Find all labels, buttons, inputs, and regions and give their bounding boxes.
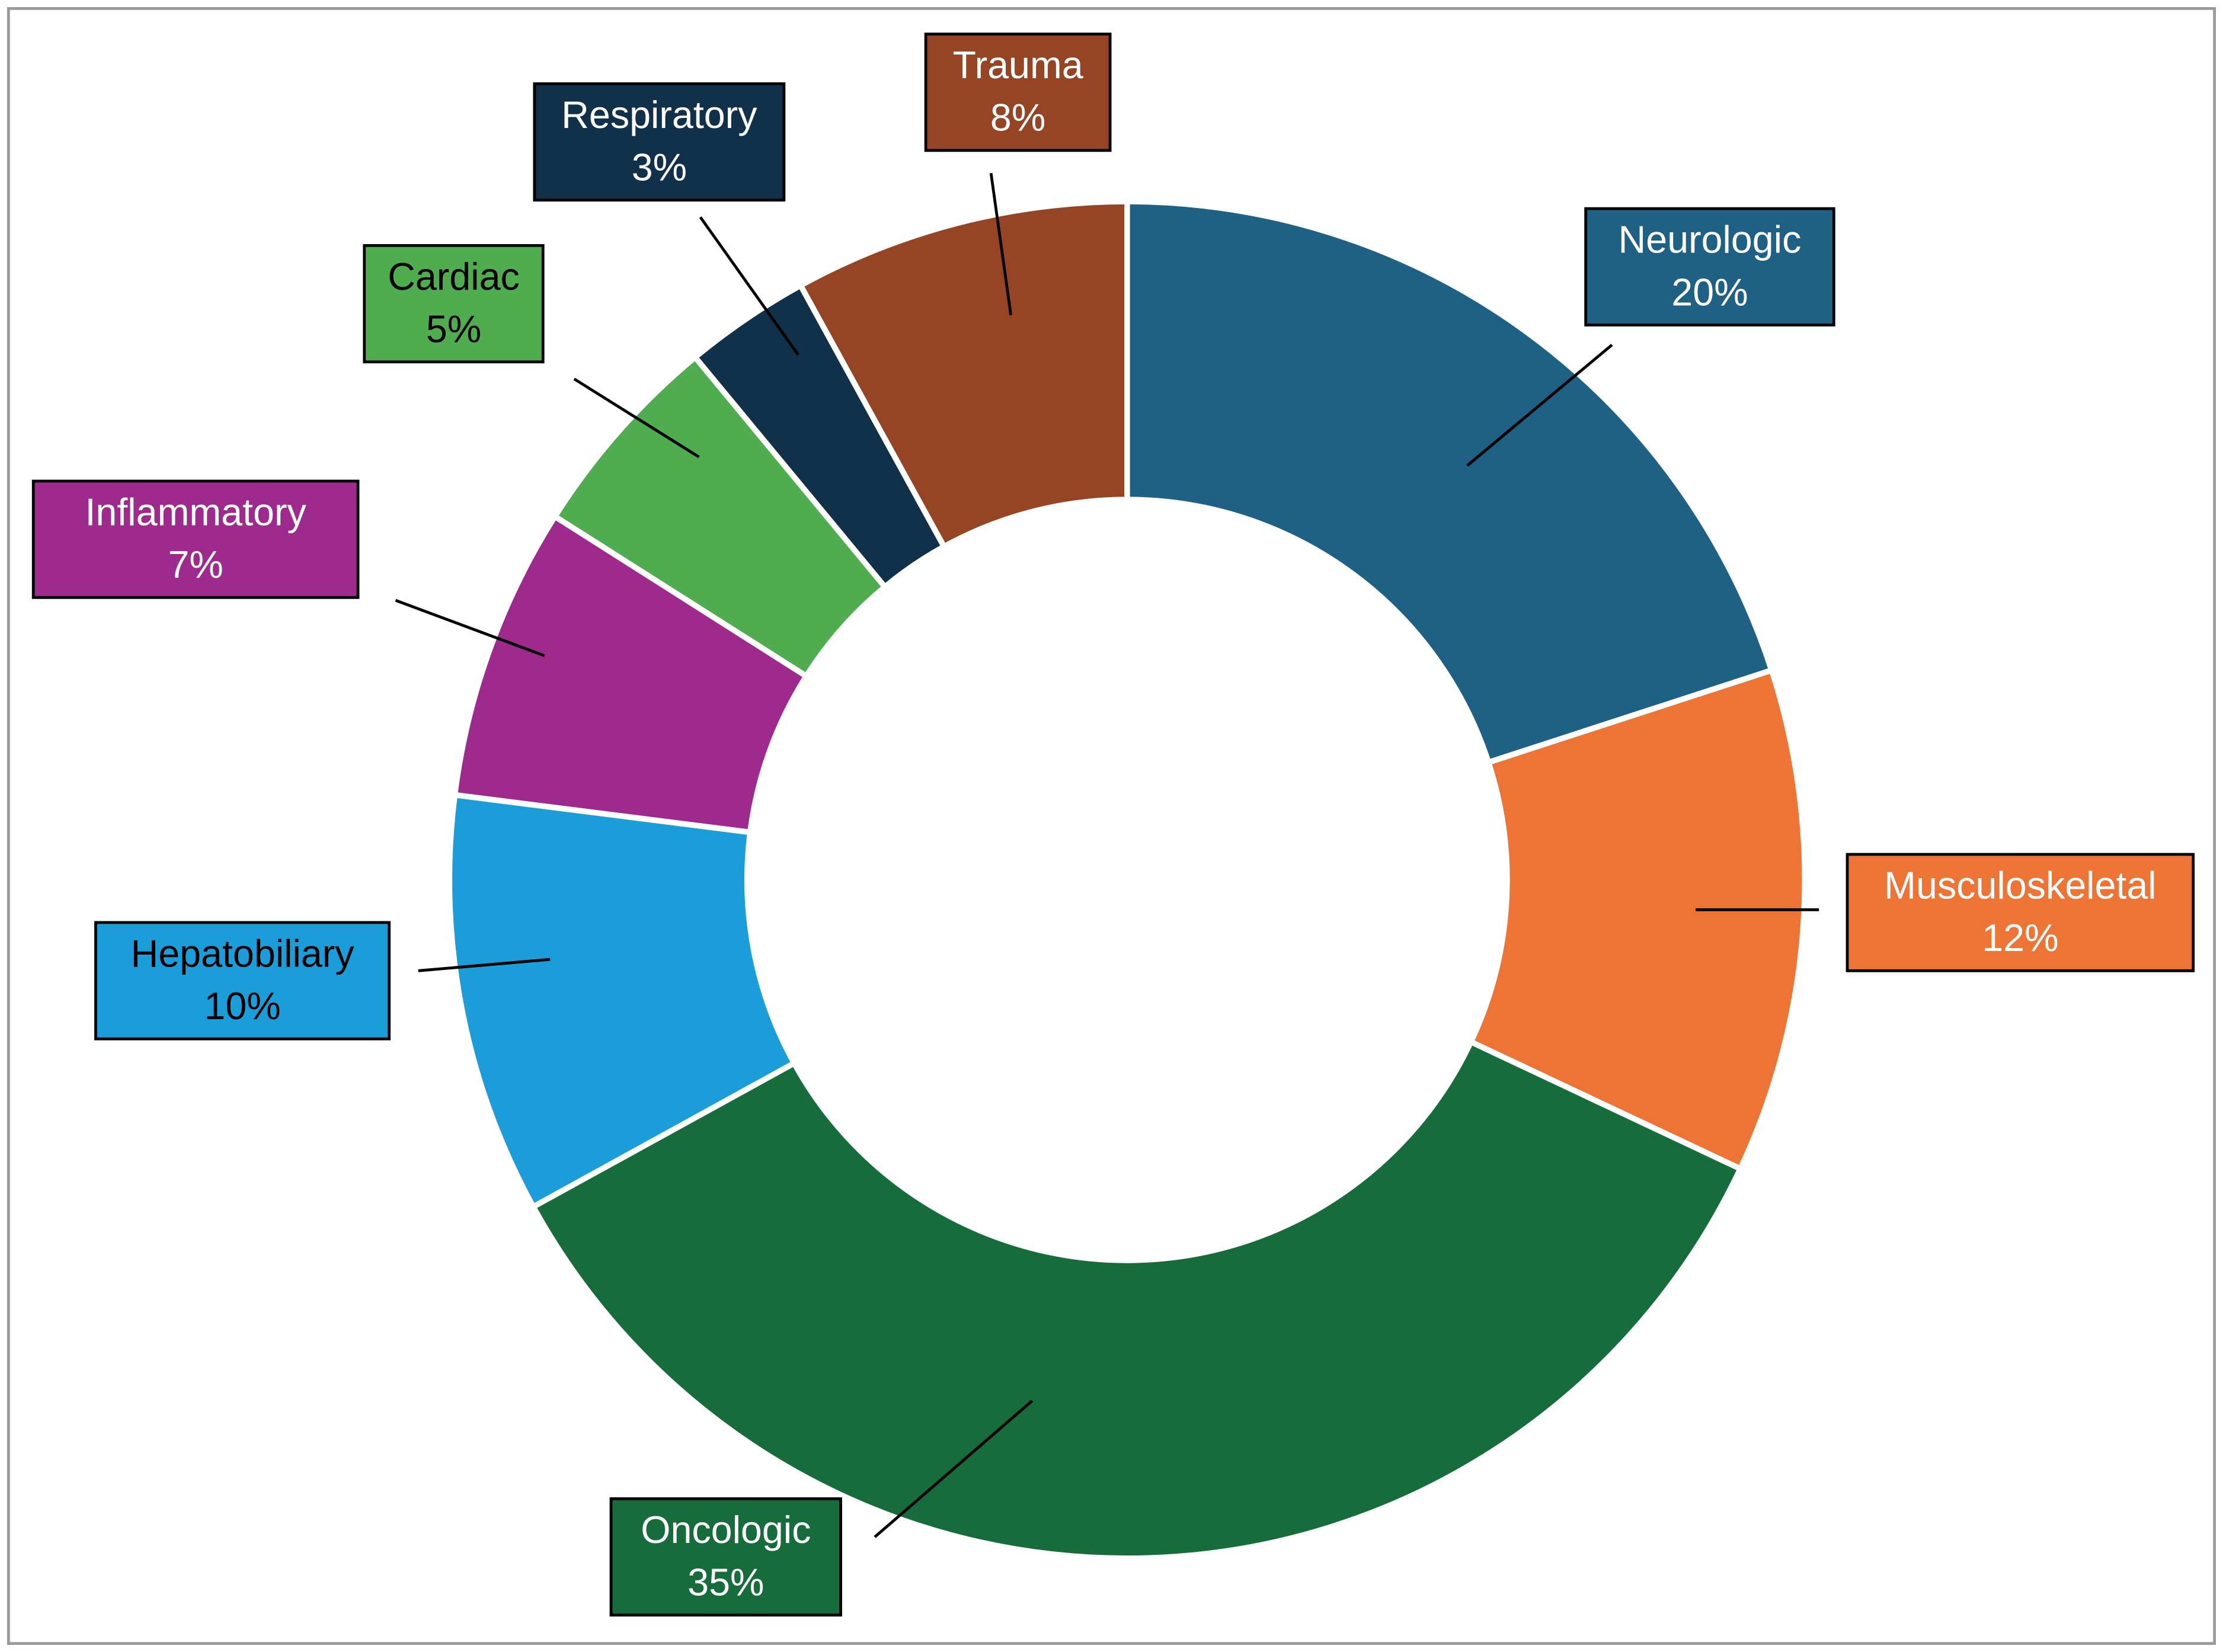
leader-line (874, 1400, 1034, 1538)
leader-line (418, 958, 551, 972)
category-label: Trauma (953, 43, 1083, 87)
leader-line (699, 216, 799, 356)
leader-line (1466, 344, 1613, 467)
category-label: Respiratory (561, 93, 757, 136)
value-label: 12% (1982, 916, 2058, 959)
category-label: Neurologic (1619, 218, 1802, 261)
leader-line (395, 598, 545, 657)
label-box (1584, 207, 1835, 326)
donut-segment (529, 1038, 1744, 1561)
category-label: Cardiac (388, 255, 520, 298)
category-label: Musculoskeletal (1884, 863, 2156, 907)
label-box (533, 82, 786, 202)
donut-segment (1467, 667, 1808, 1173)
label-box (1845, 853, 2195, 972)
category-label: Inflammatory (85, 491, 306, 534)
value-label: 10% (204, 984, 280, 1027)
donut-segment (797, 199, 1130, 551)
donut-segment (446, 792, 798, 1211)
label-box (363, 244, 545, 364)
donut-segment (1124, 199, 1776, 766)
label-box (609, 1497, 842, 1617)
category-label: Hepatobiliary (131, 931, 355, 975)
value-label: 5% (426, 308, 481, 351)
value-label: 35% (687, 1560, 764, 1603)
value-label: 3% (632, 145, 687, 188)
value-label: 7% (168, 543, 223, 586)
label-box (31, 479, 360, 599)
label-box (924, 33, 1112, 152)
value-label: 20% (1671, 270, 1748, 313)
label-box (94, 921, 391, 1040)
leader-line (573, 377, 700, 459)
value-label: 8% (990, 96, 1045, 139)
leader-line (989, 172, 1013, 316)
category-label: Oncologic (641, 1508, 811, 1551)
